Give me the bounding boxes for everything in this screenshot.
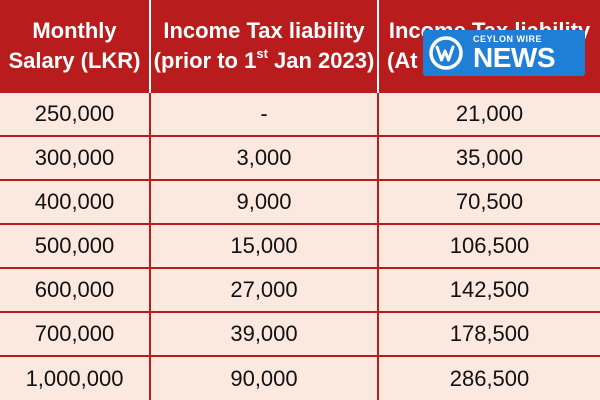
cell-tax-prior: 15,000 xyxy=(150,223,379,268)
cell-tax-after: 178,500 xyxy=(378,311,600,356)
table-row: 300,000 3,000 35,000 xyxy=(0,135,600,180)
cell-tax-prior: - xyxy=(150,91,379,136)
cell-monthly-salary: 600,000 xyxy=(0,267,151,312)
watermark-brand-main: NEWS xyxy=(473,42,556,73)
header-after-line2: (At xyxy=(387,47,418,73)
header-salary-line2: Salary (LKR) xyxy=(8,47,141,73)
cell-monthly-salary: 700,000 xyxy=(0,311,151,356)
cell-tax-prior: 90,000 xyxy=(150,355,379,400)
cell-tax-after: 70,500 xyxy=(378,179,600,224)
cell-tax-after: 21,000 xyxy=(378,91,600,136)
cell-monthly-salary: 250,000 xyxy=(0,91,151,136)
cell-tax-prior: 3,000 xyxy=(150,135,379,180)
table-row: 1,000,000 90,000 286,500 xyxy=(0,355,600,400)
table-body: 250,000-21,000 300,000 3,000 35,000 400,000 9… xyxy=(0,91,600,400)
header-prior-line2-pre: (prior to 1 xyxy=(153,47,257,73)
header-tax-prior: Income Tax liability (prior to 1st Jan 2… xyxy=(150,0,379,92)
header-salary-line1: Monthly xyxy=(32,17,117,43)
table-row: 250,000-21,000 xyxy=(0,91,600,136)
header-prior-line2-sup: st xyxy=(256,45,268,61)
header-prior-line1: Income Tax liability xyxy=(163,17,365,43)
cell-tax-after: 286,500 xyxy=(378,355,600,400)
cell-tax-after: 35,000 xyxy=(378,135,600,180)
cell-tax-prior: 9,000 xyxy=(150,179,379,224)
table-row: 500,000 15,000 106,500 xyxy=(0,223,600,268)
header-prior-line2: (prior to 1st Jan 2023) xyxy=(153,46,375,76)
cell-tax-prior: 39,000 xyxy=(150,311,379,356)
cell-tax-prior: 27,000 xyxy=(150,267,379,312)
table-row: 600,000 27,000 142,500 xyxy=(0,267,600,312)
header-prior-line2-post: Jan 2023) xyxy=(267,47,375,73)
cw-logo-icon xyxy=(429,36,463,70)
header-monthly-salary: Monthly Salary (LKR) xyxy=(0,0,151,92)
cell-monthly-salary: 1,000,000 xyxy=(0,355,151,400)
watermark-brand-top: CEYLON WIRE xyxy=(473,34,543,44)
cell-monthly-salary: 500,000 xyxy=(0,223,151,268)
table-row: 700,000 39,000 178,500 xyxy=(0,311,600,356)
cell-tax-after: 142,500 xyxy=(378,267,600,312)
cell-tax-after: 106,500 xyxy=(378,223,600,268)
cell-monthly-salary: 400,000 xyxy=(0,179,151,224)
cell-monthly-salary: 300,000 xyxy=(0,135,151,180)
ceylon-wire-news-watermark: CEYLON WIRE NEWS xyxy=(423,30,585,76)
table-row: 400,000 9,000 70,500 xyxy=(0,179,600,224)
